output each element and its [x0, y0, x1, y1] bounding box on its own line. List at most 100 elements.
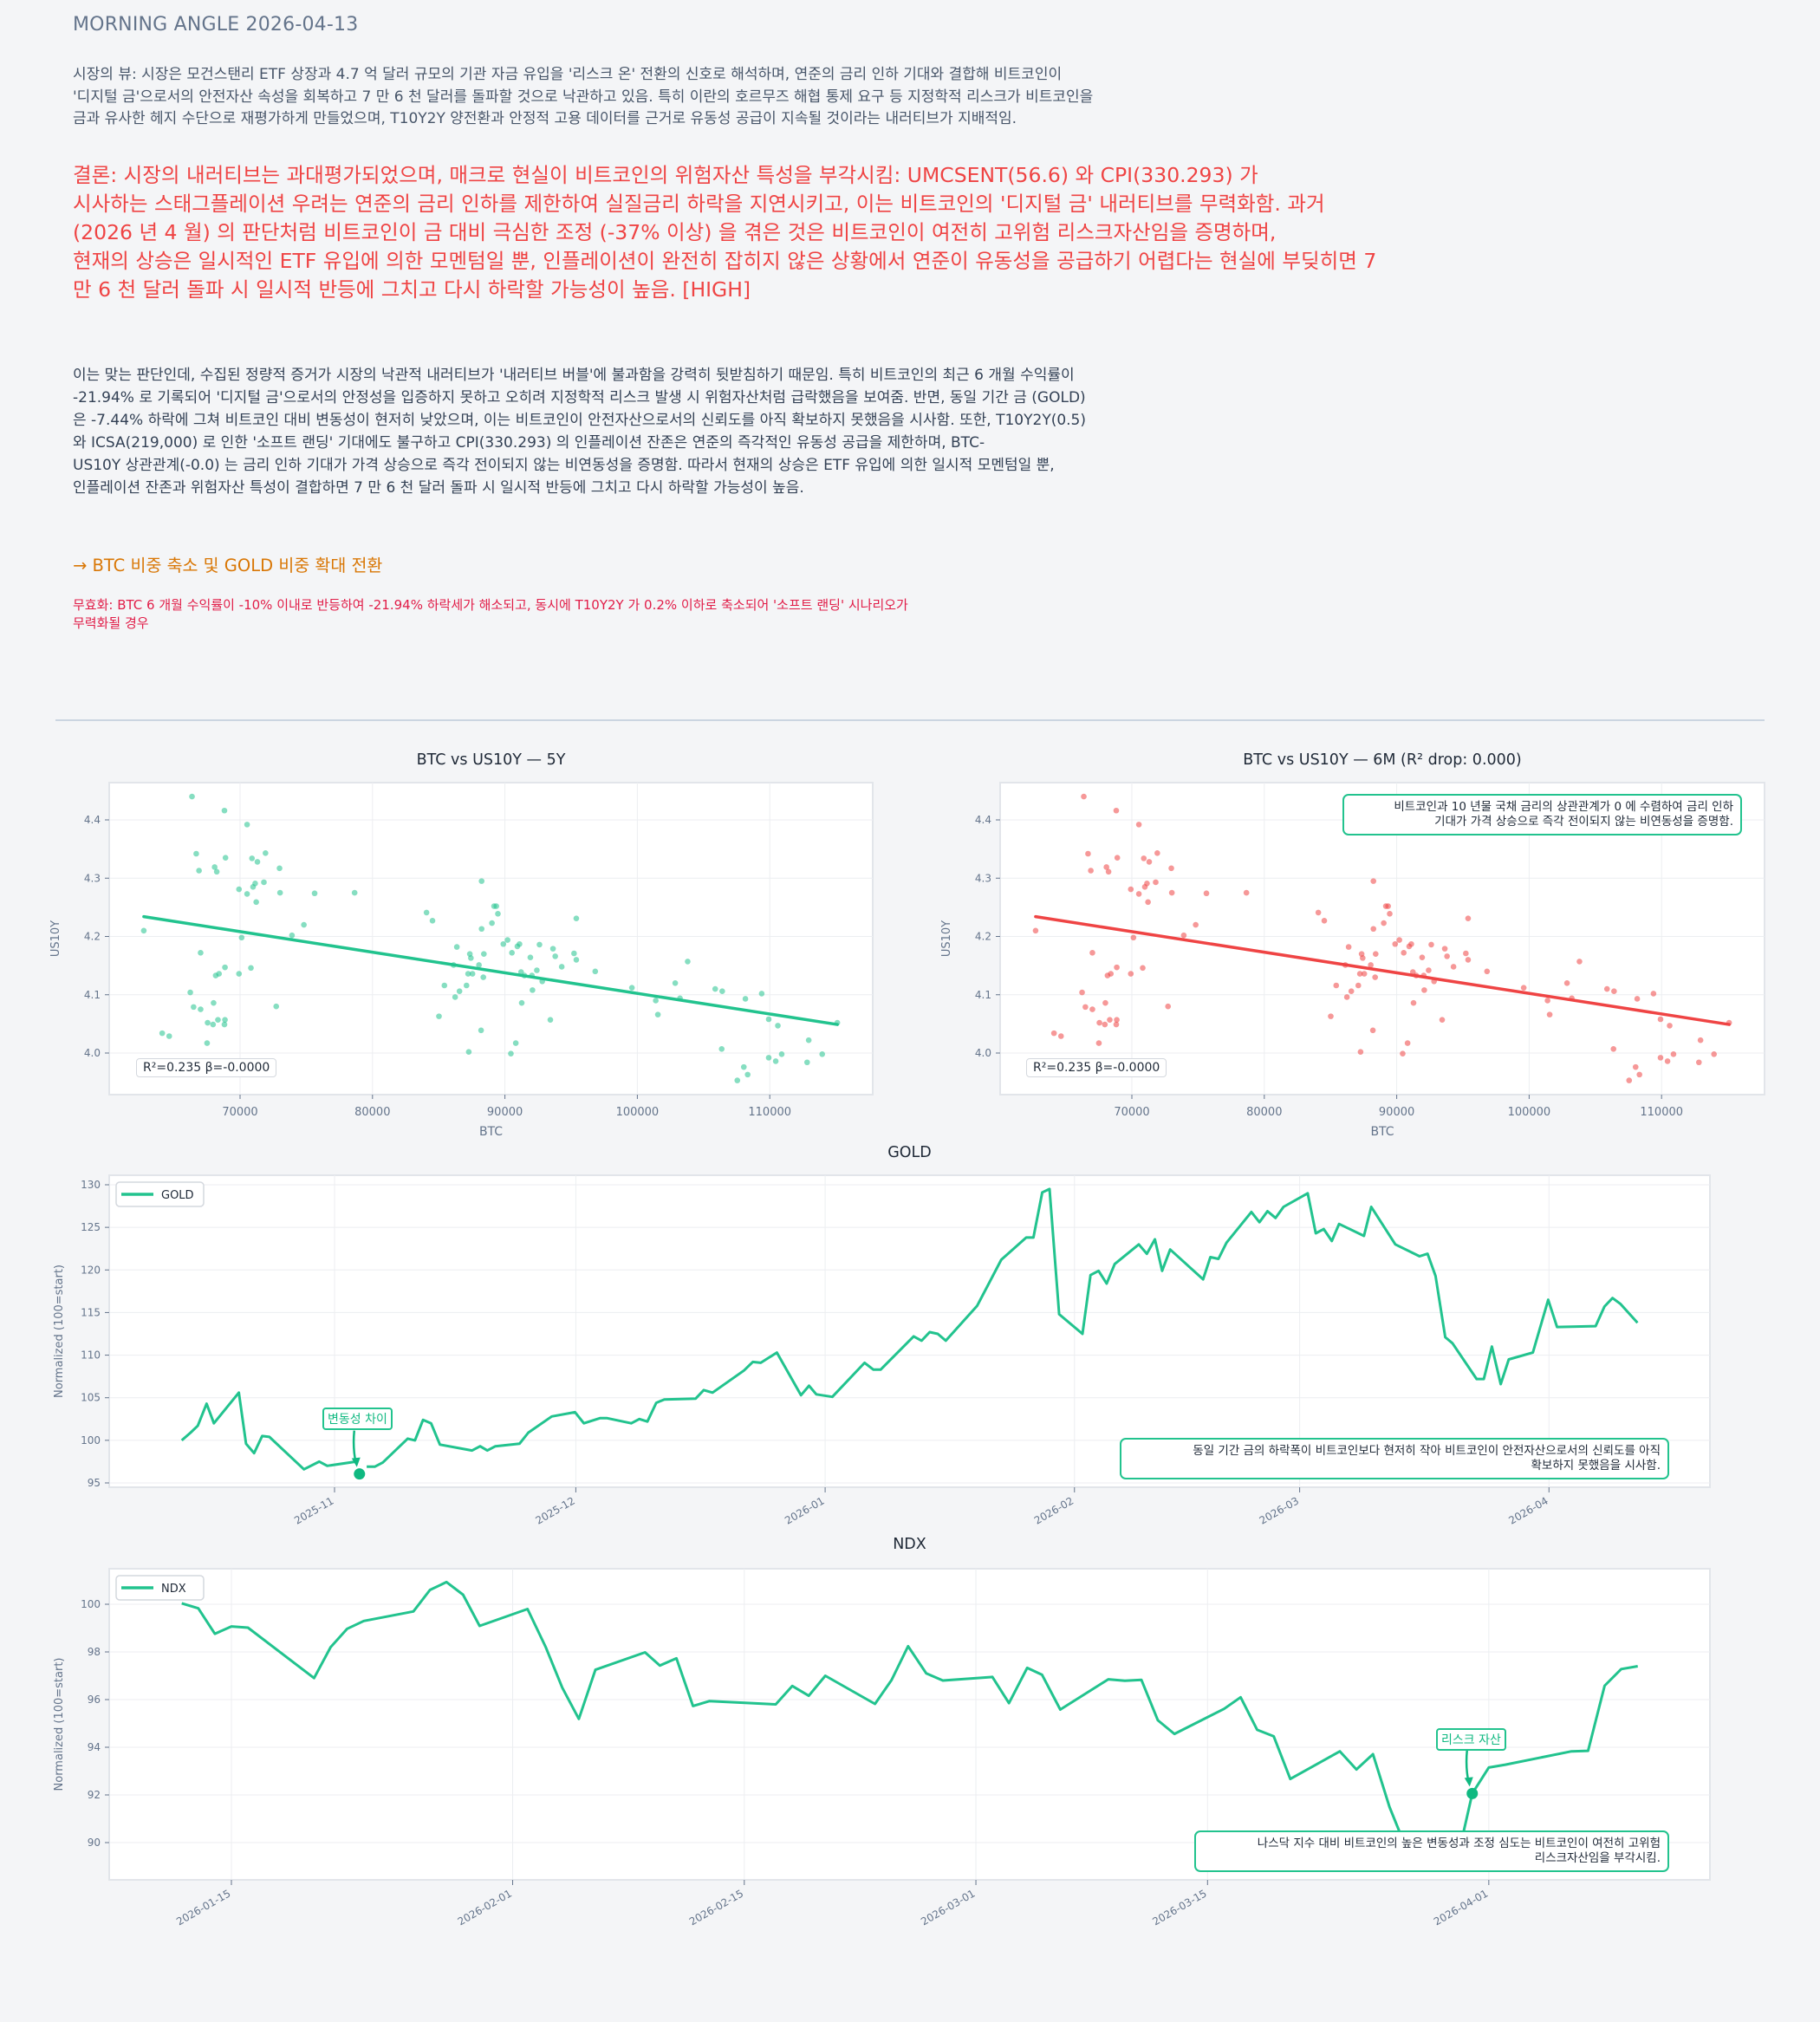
- data-point: [592, 968, 599, 975]
- y-axis-label: US10Y: [49, 920, 62, 957]
- data-point: [244, 891, 250, 897]
- data-point: [1153, 879, 1159, 886]
- y-tick-label: 115: [81, 1306, 101, 1318]
- data-point: [1610, 1045, 1617, 1052]
- data-point: [301, 921, 307, 928]
- text-line: 은 -7.44% 하락에 그쳐 비트코인 대비 변동성이 현저히 낮았으며, 이…: [73, 412, 1086, 429]
- data-point: [1400, 1050, 1406, 1057]
- data-point: [1484, 968, 1491, 975]
- y-tick-label: 4.3: [84, 872, 101, 884]
- annotation-gold: 동일 기간 금의 하락폭이 비트코인보다 현저히 작아 비트코인이 안전자산으로…: [1120, 1438, 1669, 1479]
- data-point: [463, 982, 470, 989]
- data-point: [248, 965, 254, 972]
- data-point: [558, 964, 565, 970]
- y-tick-label: 4.1: [975, 989, 991, 1001]
- text-line: 시사하는 스태그플레이션 우려는 연준의 금리 인하를 제한하여 실질금리 하락…: [73, 192, 1325, 216]
- data-point: [1057, 1033, 1064, 1039]
- data-point: [489, 920, 495, 926]
- data-point: [654, 1011, 661, 1018]
- data-point: [452, 994, 458, 1000]
- x-tick-label: 2025-11: [292, 1494, 335, 1526]
- data-point: [1203, 890, 1210, 897]
- data-point: [478, 926, 485, 933]
- data-point: [205, 1019, 211, 1026]
- data-point: [493, 903, 499, 909]
- data-point: [1145, 899, 1151, 906]
- x-tick-label: 70000: [1114, 1106, 1149, 1119]
- data-point: [1695, 1059, 1702, 1066]
- y-tick-label: 4.0: [975, 1047, 991, 1059]
- data-point: [504, 937, 510, 943]
- data-point: [1370, 926, 1377, 933]
- data-point: [478, 1027, 484, 1034]
- y-tick-label: 4.4: [84, 814, 101, 826]
- y-axis-label: Normalized (100=start): [53, 1658, 66, 1791]
- chart-title-btc-us10y-6m: BTC vs US10Y — 6M (R² drop: 0.000): [1243, 751, 1522, 769]
- data-point: [1465, 915, 1472, 921]
- data-point: [204, 1040, 211, 1046]
- data-point: [221, 807, 228, 814]
- data-point: [1603, 985, 1610, 992]
- market-view-paragraph: 시장의 뷰: 시장은 모건스탠리 ETF 상장과 4.7 억 달러 규모의 기관…: [73, 64, 1093, 131]
- y-tick-label: 100: [81, 1434, 101, 1447]
- annotation-line: 동일 기간 금의 하락폭이 비트코인보다 현저히 작아 비트코인이 안전자산으로…: [1193, 1444, 1661, 1458]
- data-point: [187, 989, 193, 996]
- data-point: [465, 1049, 472, 1055]
- data-point: [1114, 855, 1121, 861]
- data-point: [1343, 994, 1350, 1000]
- data-point: [1667, 1023, 1673, 1029]
- data-point: [1441, 946, 1448, 952]
- data-point: [1140, 965, 1146, 972]
- data-point: [758, 991, 765, 997]
- x-tick-label: 2026-02-01: [456, 1887, 514, 1928]
- data-point: [1032, 927, 1039, 934]
- data-point: [1114, 964, 1120, 971]
- data-point: [1428, 941, 1434, 948]
- data-point: [1421, 987, 1427, 993]
- data-point: [547, 1017, 554, 1023]
- y-tick-label: 90: [88, 1837, 101, 1849]
- data-point: [1410, 999, 1417, 1006]
- data-point: [468, 955, 474, 961]
- data-point: [1088, 868, 1094, 874]
- data-point: [276, 889, 283, 896]
- data-point: [552, 953, 558, 959]
- data-point: [1670, 1051, 1677, 1057]
- data-point: [1165, 1003, 1172, 1010]
- x-tick-label: 2026-04: [1506, 1494, 1550, 1526]
- arrow-head-icon: [1464, 1777, 1473, 1787]
- invalidation-condition: 무효화: BTC 6 개월 수익률이 -10% 이내로 반등하여 -21.94%…: [73, 596, 908, 633]
- data-point: [465, 971, 471, 977]
- data-point: [628, 985, 635, 991]
- data-point: [261, 879, 267, 886]
- data-point: [263, 850, 269, 856]
- data-point: [1450, 964, 1457, 970]
- data-point: [1104, 972, 1111, 978]
- x-tick-label: 2026-03-15: [1150, 1887, 1208, 1928]
- y-tick-label: 105: [81, 1392, 101, 1404]
- data-point: [221, 1021, 228, 1028]
- data-point: [480, 974, 486, 980]
- chart-title-ndx: NDX: [893, 1536, 926, 1553]
- data-point: [236, 971, 243, 977]
- y-tick-label: 100: [81, 1598, 101, 1610]
- chart-title-btc-us10y-5y: BTC vs US10Y — 5Y: [416, 751, 566, 769]
- data-point: [1050, 1030, 1057, 1037]
- data-point: [778, 1051, 785, 1057]
- data-point: [1361, 971, 1368, 977]
- x-tick-label: 110000: [748, 1106, 791, 1119]
- text-line: 인플레이션 잔존과 위험자산 특성이 결합하면 7 만 6 천 달러 돌파 시 …: [73, 479, 804, 497]
- legend-label: GOLD: [161, 1189, 194, 1202]
- data-point: [530, 987, 536, 993]
- regression-line: [142, 914, 839, 1026]
- series-line-gold: [180, 1391, 357, 1471]
- data-point: [273, 1003, 280, 1010]
- section-divider: [55, 719, 1765, 721]
- text-line: US10Y 상관관계(-0.0) 는 금리 인하 기대가 가격 상승으로 즉각 …: [73, 457, 1055, 474]
- x-tick-label: 2026-03-01: [919, 1887, 977, 1928]
- text-line: 만 6 천 달러 돌파 시 일시적 반등에 그치고 다시 하락할 가능성이 높음…: [73, 277, 751, 302]
- data-point: [573, 957, 580, 963]
- data-point: [1089, 950, 1095, 956]
- y-tick-label: 92: [88, 1789, 101, 1801]
